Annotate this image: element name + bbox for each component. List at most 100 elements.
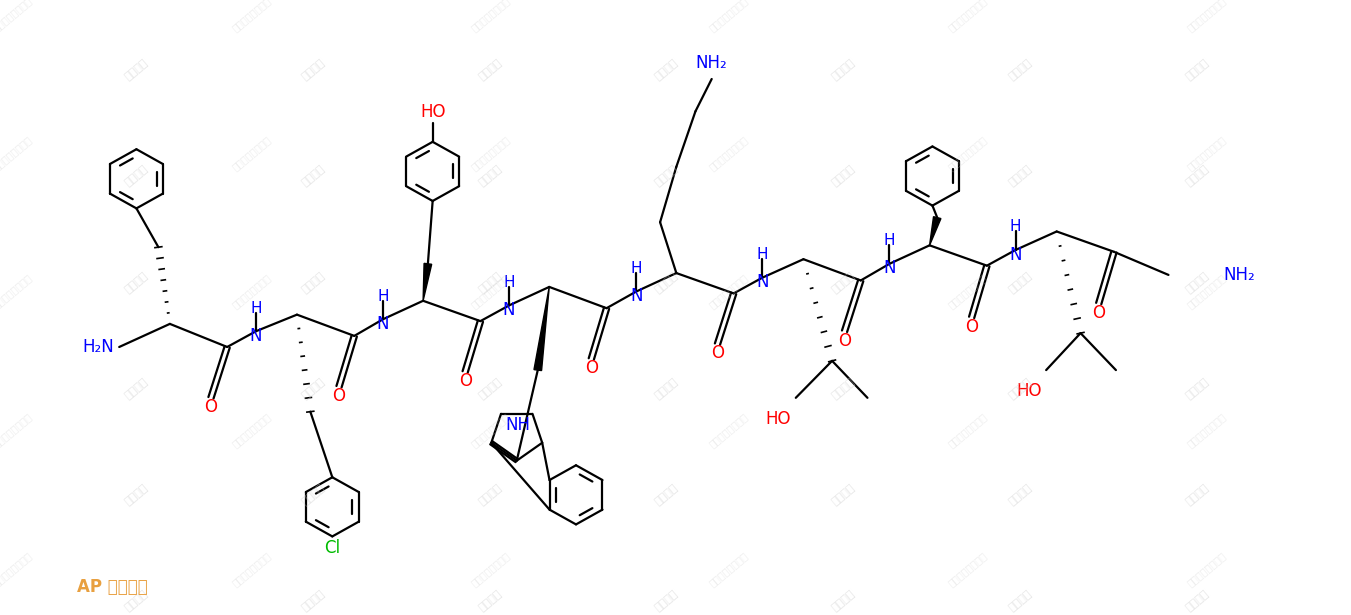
Text: 专肽生物: 专肽生物 bbox=[123, 57, 150, 82]
Text: 专肽生物专肽生物: 专肽生物专肽生物 bbox=[230, 411, 273, 449]
Text: 专肽生物: 专肽生物 bbox=[831, 57, 857, 82]
Text: 专肽生物专肽生物: 专肽生物专肽生物 bbox=[708, 272, 750, 311]
Text: 专肽生物: 专肽生物 bbox=[123, 164, 150, 188]
Text: 专肽生物专肽生物: 专肽生物专肽生物 bbox=[947, 550, 989, 588]
Text: 专肽生物: 专肽生物 bbox=[831, 164, 857, 188]
Text: 专肽生物专肽生物: 专肽生物专肽生物 bbox=[947, 0, 989, 33]
Text: 专肽生物: 专肽生物 bbox=[831, 589, 857, 613]
Text: N: N bbox=[250, 327, 262, 345]
Text: 专肽生物: 专肽生物 bbox=[477, 589, 504, 613]
Text: HO: HO bbox=[420, 103, 446, 121]
Text: N: N bbox=[630, 287, 643, 305]
Text: O: O bbox=[1092, 304, 1105, 322]
Text: 专肽生物: 专肽生物 bbox=[300, 589, 327, 613]
Text: 专肽生物: 专肽生物 bbox=[1006, 483, 1034, 507]
Text: 专肽生物专肽生物: 专肽生物专肽生物 bbox=[230, 550, 273, 588]
Text: 专肽生物: 专肽生物 bbox=[654, 483, 680, 507]
Text: 专肽生物专肽生物: 专肽生物专肽生物 bbox=[230, 272, 273, 311]
Text: 专肽生物专肽生物: 专肽生物专肽生物 bbox=[947, 134, 989, 172]
Text: 专肽生物: 专肽生物 bbox=[300, 164, 327, 188]
Text: 专肽生物专肽生物: 专肽生物专肽生物 bbox=[0, 0, 34, 33]
Text: 专肽生物: 专肽生物 bbox=[1183, 483, 1210, 507]
Text: 专肽生物专肽生物: 专肽生物专肽生物 bbox=[469, 272, 511, 311]
Text: 专肽生物专肽生物: 专肽生物专肽生物 bbox=[1185, 411, 1228, 449]
Text: HO: HO bbox=[1016, 382, 1042, 400]
Text: N: N bbox=[1009, 245, 1021, 264]
Text: 专肽生物专肽生物: 专肽生物专肽生物 bbox=[708, 0, 750, 33]
Text: 专肽生物专肽生物: 专肽生物专肽生物 bbox=[230, 0, 273, 33]
Text: 专肽生物: 专肽生物 bbox=[300, 270, 327, 295]
Text: O: O bbox=[332, 387, 346, 405]
Text: H: H bbox=[377, 288, 389, 304]
Text: 专肽生物: 专肽生物 bbox=[300, 376, 327, 401]
Text: 专肽生物专肽生物: 专肽生物专肽生物 bbox=[0, 550, 34, 588]
Text: 专肽生物: 专肽生物 bbox=[831, 376, 857, 401]
Text: N: N bbox=[757, 273, 769, 292]
Text: 专肽生物: 专肽生物 bbox=[654, 589, 680, 613]
Polygon shape bbox=[534, 287, 550, 371]
Text: HO: HO bbox=[766, 410, 790, 428]
Text: H: H bbox=[250, 301, 262, 315]
Text: AP 专肽生物: AP 专肽生物 bbox=[77, 579, 147, 597]
Text: 专肽生物: 专肽生物 bbox=[300, 483, 327, 507]
Text: 专肽生物: 专肽生物 bbox=[1183, 57, 1210, 82]
Text: 专肽生物: 专肽生物 bbox=[1006, 57, 1034, 82]
Text: 专肽生物: 专肽生物 bbox=[1183, 270, 1210, 295]
Text: 专肽生物专肽生物: 专肽生物专肽生物 bbox=[0, 272, 34, 311]
Text: 专肽生物专肽生物: 专肽生物专肽生物 bbox=[1185, 134, 1228, 172]
Text: Cl: Cl bbox=[324, 539, 340, 557]
Text: 专肽生物: 专肽生物 bbox=[1006, 376, 1034, 401]
Text: 专肽生物专肽生物: 专肽生物专肽生物 bbox=[469, 0, 511, 33]
Text: 专肽生物专肽生物: 专肽生物专肽生物 bbox=[469, 550, 511, 588]
Text: 专肽生物: 专肽生物 bbox=[1006, 270, 1034, 295]
Text: 专肽生物: 专肽生物 bbox=[1183, 164, 1210, 188]
Text: 专肽生物: 专肽生物 bbox=[1183, 376, 1210, 401]
Text: NH: NH bbox=[505, 416, 531, 434]
Text: 专肽生物: 专肽生物 bbox=[477, 376, 504, 401]
Text: O: O bbox=[965, 318, 978, 336]
Text: 专肽生物: 专肽生物 bbox=[654, 376, 680, 401]
Text: NH₂: NH₂ bbox=[696, 54, 728, 71]
Text: 专肽生物: 专肽生物 bbox=[1006, 589, 1034, 613]
Text: 专肽生物专肽生物: 专肽生物专肽生物 bbox=[1185, 0, 1228, 33]
Text: 专肽生物: 专肽生物 bbox=[300, 57, 327, 82]
Text: 专肽生物: 专肽生物 bbox=[654, 164, 680, 188]
Text: O: O bbox=[585, 359, 597, 377]
Text: 专肽生物专肽生物: 专肽生物专肽生物 bbox=[469, 134, 511, 172]
Text: H: H bbox=[504, 275, 515, 290]
Text: 专肽生物专肽生物: 专肽生物专肽生物 bbox=[230, 134, 273, 172]
Text: 专肽生物专肽生物: 专肽生物专肽生物 bbox=[947, 411, 989, 449]
Text: H: H bbox=[1009, 220, 1021, 234]
Text: 专肽生物: 专肽生物 bbox=[831, 270, 857, 295]
Polygon shape bbox=[929, 216, 940, 245]
Text: 专肽生物专肽生物: 专肽生物专肽生物 bbox=[708, 411, 750, 449]
Text: N: N bbox=[377, 315, 389, 333]
Text: O: O bbox=[458, 372, 471, 390]
Text: 专肽生物专肽生物: 专肽生物专肽生物 bbox=[0, 411, 34, 449]
Text: H: H bbox=[631, 261, 642, 276]
Text: H: H bbox=[884, 233, 896, 248]
Text: N: N bbox=[884, 260, 896, 277]
Text: 专肽生物: 专肽生物 bbox=[831, 483, 857, 507]
Text: 专肽生物: 专肽生物 bbox=[123, 483, 150, 507]
Text: 专肽生物: 专肽生物 bbox=[477, 57, 504, 82]
Text: 专肽生物专肽生物: 专肽生物专肽生物 bbox=[1185, 272, 1228, 311]
Text: O: O bbox=[838, 331, 851, 349]
Text: 专肽生物专肽生物: 专肽生物专肽生物 bbox=[947, 272, 989, 311]
Text: H: H bbox=[757, 247, 769, 262]
Text: 专肽生物专肽生物: 专肽生物专肽生物 bbox=[1185, 550, 1228, 588]
Text: 专肽生物: 专肽生物 bbox=[477, 483, 504, 507]
Text: O: O bbox=[711, 344, 724, 362]
Text: 专肽生物: 专肽生物 bbox=[123, 589, 150, 613]
Text: NH₂: NH₂ bbox=[1223, 266, 1255, 284]
Polygon shape bbox=[423, 263, 432, 301]
Text: 专肽生物专肽生物: 专肽生物专肽生物 bbox=[0, 134, 34, 172]
Text: 专肽生物专肽生物: 专肽生物专肽生物 bbox=[469, 411, 511, 449]
Text: 专肽生物: 专肽生物 bbox=[1006, 164, 1034, 188]
Text: 专肽生物: 专肽生物 bbox=[477, 270, 504, 295]
Text: 专肽生物: 专肽生物 bbox=[654, 270, 680, 295]
Text: 专肽生物: 专肽生物 bbox=[123, 270, 150, 295]
Text: 专肽生物: 专肽生物 bbox=[477, 164, 504, 188]
Text: 专肽生物: 专肽生物 bbox=[654, 57, 680, 82]
Text: H₂N: H₂N bbox=[82, 338, 115, 356]
